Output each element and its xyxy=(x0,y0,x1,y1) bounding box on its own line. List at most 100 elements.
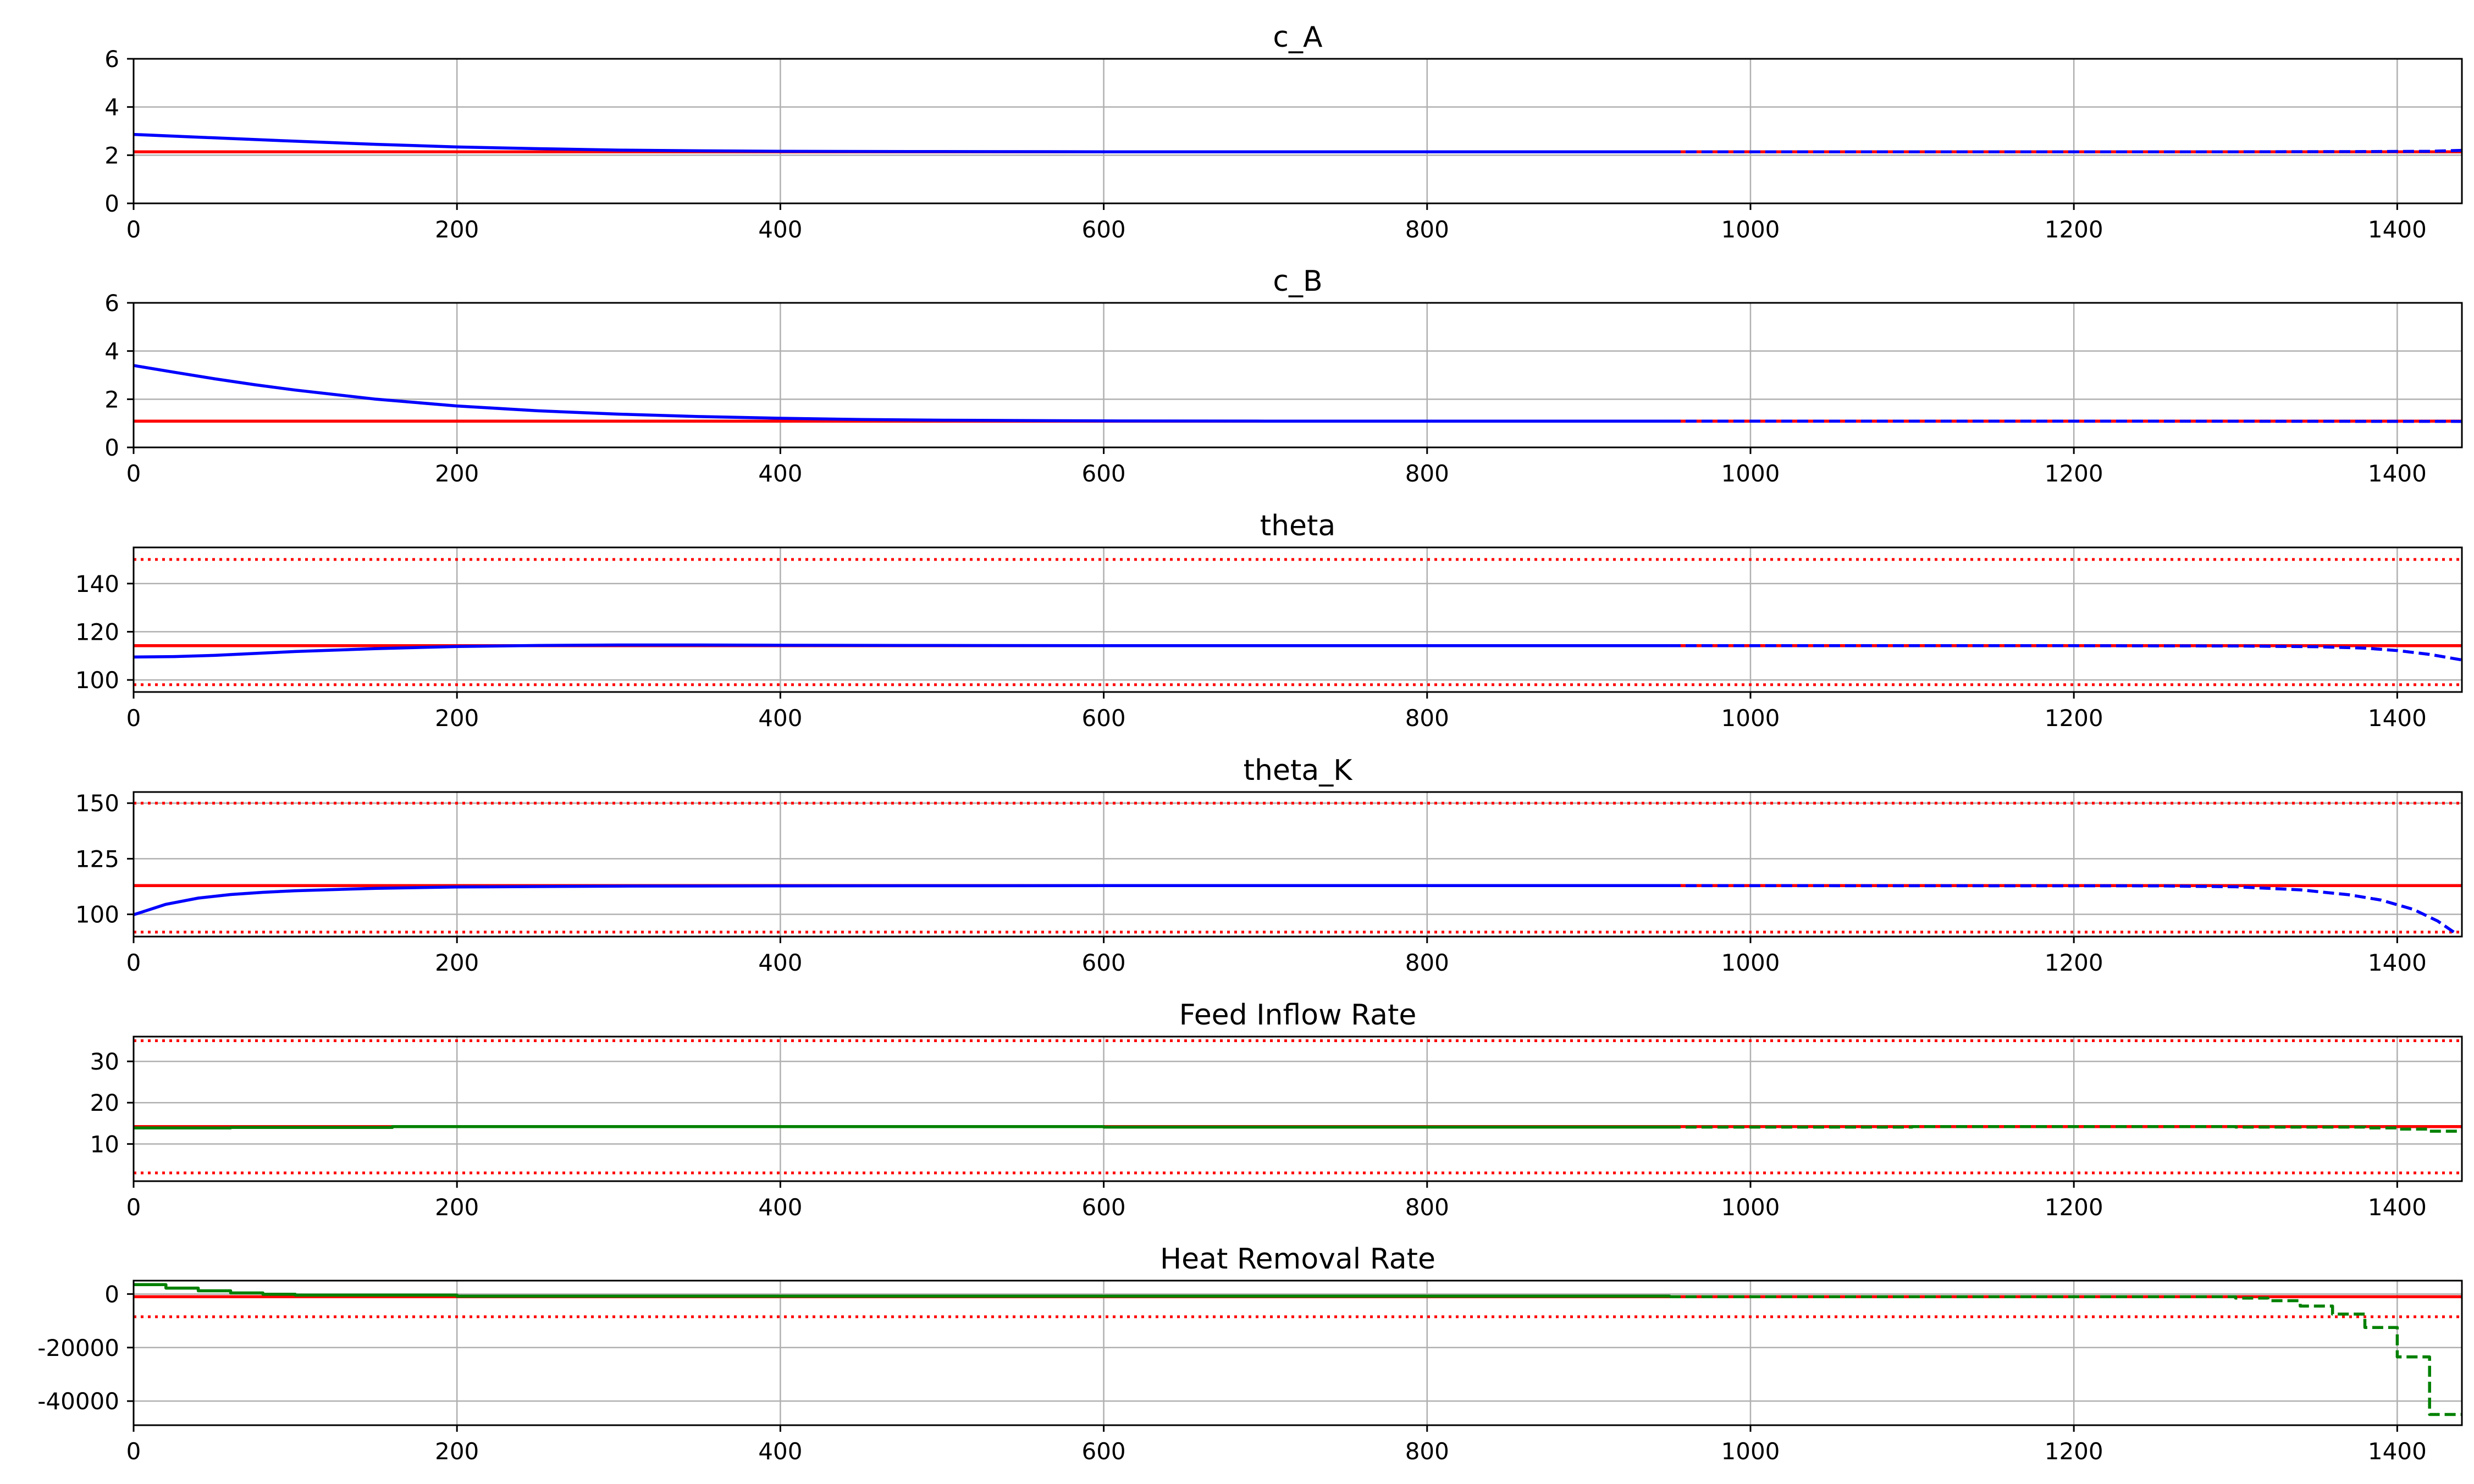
y-tick-label: 6 xyxy=(104,290,119,317)
series-prediction xyxy=(1669,644,2462,662)
x-tick-label: 1000 xyxy=(1721,1194,1780,1221)
x-tick-label: 800 xyxy=(1405,460,1449,487)
x-tick-label: 1200 xyxy=(2045,705,2103,732)
x-tick-label: 800 xyxy=(1405,1438,1449,1465)
x-tick-label: 400 xyxy=(758,460,802,487)
x-tick-label: 1200 xyxy=(2045,216,2103,243)
x-tick-label: 1000 xyxy=(1721,460,1780,487)
plot-area xyxy=(134,1039,2462,1175)
y-tick-label: 125 xyxy=(75,845,119,872)
subplot-2: 0 200 400 600 800 1000 1200 1400 0 2 4 6 c_B xyxy=(104,265,2463,487)
x-tick-label: 600 xyxy=(1081,216,1125,243)
y-tick-label: 2 xyxy=(104,386,119,413)
y-tick-label: -20000 xyxy=(37,1335,119,1361)
x-tick-label: 1400 xyxy=(2368,1438,2427,1465)
plot-area xyxy=(134,132,2462,153)
subplot-title: c_A xyxy=(1273,21,1323,54)
x-tick-label: 1400 xyxy=(2368,216,2427,243)
series-state xyxy=(134,364,1670,423)
x-tick-label: 1000 xyxy=(1721,949,1780,976)
subplot-title: theta xyxy=(1260,510,1336,542)
y-tick-label: 140 xyxy=(75,571,119,597)
x-tick-label: 0 xyxy=(126,949,141,976)
x-tick-label: 1400 xyxy=(2368,705,2427,732)
x-tick-label: 600 xyxy=(1081,705,1125,732)
x-tick-label: 800 xyxy=(1405,949,1449,976)
subplot-3: 0 200 400 600 800 1000 1200 1400 100 120 140 theta xyxy=(75,510,2463,732)
axes-frame xyxy=(132,58,2463,204)
x-tick-label: 200 xyxy=(435,1194,479,1221)
x-tick-label: 0 xyxy=(126,705,141,732)
series-input-prediction xyxy=(1669,1125,2462,1133)
x-tick-label: 200 xyxy=(435,949,479,976)
y-tick-label: 10 xyxy=(90,1131,119,1158)
x-tick-label: 0 xyxy=(126,216,141,243)
y-tick-label: 100 xyxy=(75,667,119,694)
subplot-title: theta_K xyxy=(1244,754,1354,787)
x-tick-label: 600 xyxy=(1081,949,1125,976)
x-tick-label: 1000 xyxy=(1721,705,1780,732)
x-tick-label: 1400 xyxy=(2368,949,2427,976)
x-tick-label: 1000 xyxy=(1721,216,1780,243)
x-tick-label: 400 xyxy=(758,1194,802,1221)
subplot-title: Heat Removal Rate xyxy=(1160,1243,1435,1276)
x-tick-label: 1200 xyxy=(2045,949,2103,976)
y-tick-label: 4 xyxy=(104,94,119,121)
x-tick-label: 1000 xyxy=(1721,1438,1780,1465)
subplot-1: 0 200 400 600 800 1000 1200 1400 0 2 4 6 c_A xyxy=(104,21,2463,243)
x-tick-label: 0 xyxy=(126,460,141,487)
x-tick-label: 200 xyxy=(435,705,479,732)
axes-frame xyxy=(132,1280,2463,1426)
series-prediction xyxy=(1669,884,2455,934)
y-tick-label: 30 xyxy=(90,1048,119,1075)
x-tick-label: 800 xyxy=(1405,216,1449,243)
y-tick-label: 120 xyxy=(75,618,119,645)
x-tick-label: 600 xyxy=(1081,1194,1125,1221)
plot-area xyxy=(134,1283,2462,1416)
y-tick-label: 100 xyxy=(75,901,119,928)
axes-frame xyxy=(132,302,2463,448)
x-tick-label: 600 xyxy=(1081,1438,1125,1465)
y-tick-label: 20 xyxy=(90,1089,119,1116)
y-tick-label: 0 xyxy=(104,1281,119,1308)
x-tick-label: 1200 xyxy=(2045,1194,2103,1221)
x-tick-label: 600 xyxy=(1081,460,1125,487)
plot-area xyxy=(134,801,2462,934)
y-tick-label: 6 xyxy=(104,46,119,73)
x-tick-label: 1400 xyxy=(2368,460,2427,487)
y-tick-label: 0 xyxy=(104,190,119,217)
x-tick-label: 200 xyxy=(435,216,479,243)
x-tick-label: 1400 xyxy=(2368,1194,2427,1221)
series-input xyxy=(134,1125,1670,1129)
series-prediction xyxy=(1669,148,2462,153)
x-tick-label: 200 xyxy=(435,460,479,487)
x-tick-label: 1200 xyxy=(2045,460,2103,487)
plot-area xyxy=(134,558,2462,686)
subplot-title: Feed Inflow Rate xyxy=(1179,999,1417,1032)
y-tick-label: 0 xyxy=(104,434,119,461)
axes-frame xyxy=(132,1036,2463,1182)
y-tick-label: 4 xyxy=(104,338,119,365)
y-tick-label: -40000 xyxy=(37,1388,119,1415)
x-tick-label: 400 xyxy=(758,1438,802,1465)
series-state xyxy=(134,884,1670,916)
x-tick-label: 800 xyxy=(1405,705,1449,732)
subplot-title: c_B xyxy=(1273,265,1322,298)
subplot-6: 0 200 400 600 800 1000 1200 1400 -40000 -20000 0 He… xyxy=(37,1243,2463,1465)
series-prediction xyxy=(1669,419,2462,423)
series-input xyxy=(134,1283,1671,1298)
y-tick-label: 150 xyxy=(75,790,119,817)
series-state xyxy=(134,643,1670,659)
x-tick-label: 0 xyxy=(126,1438,141,1465)
x-tick-label: 400 xyxy=(758,216,802,243)
series-input-prediction xyxy=(1669,1295,2462,1416)
axes-frame xyxy=(132,546,2463,693)
x-tick-label: 200 xyxy=(435,1438,479,1465)
axes-frame xyxy=(132,791,2463,938)
x-tick-label: 400 xyxy=(758,949,802,976)
series-state xyxy=(134,132,1670,153)
x-tick-label: 400 xyxy=(758,705,802,732)
subplot-5: 0 200 400 600 800 1000 1200 1400 10 20 30 Feed Infl… xyxy=(90,999,2463,1221)
y-tick-label: 2 xyxy=(104,142,119,169)
